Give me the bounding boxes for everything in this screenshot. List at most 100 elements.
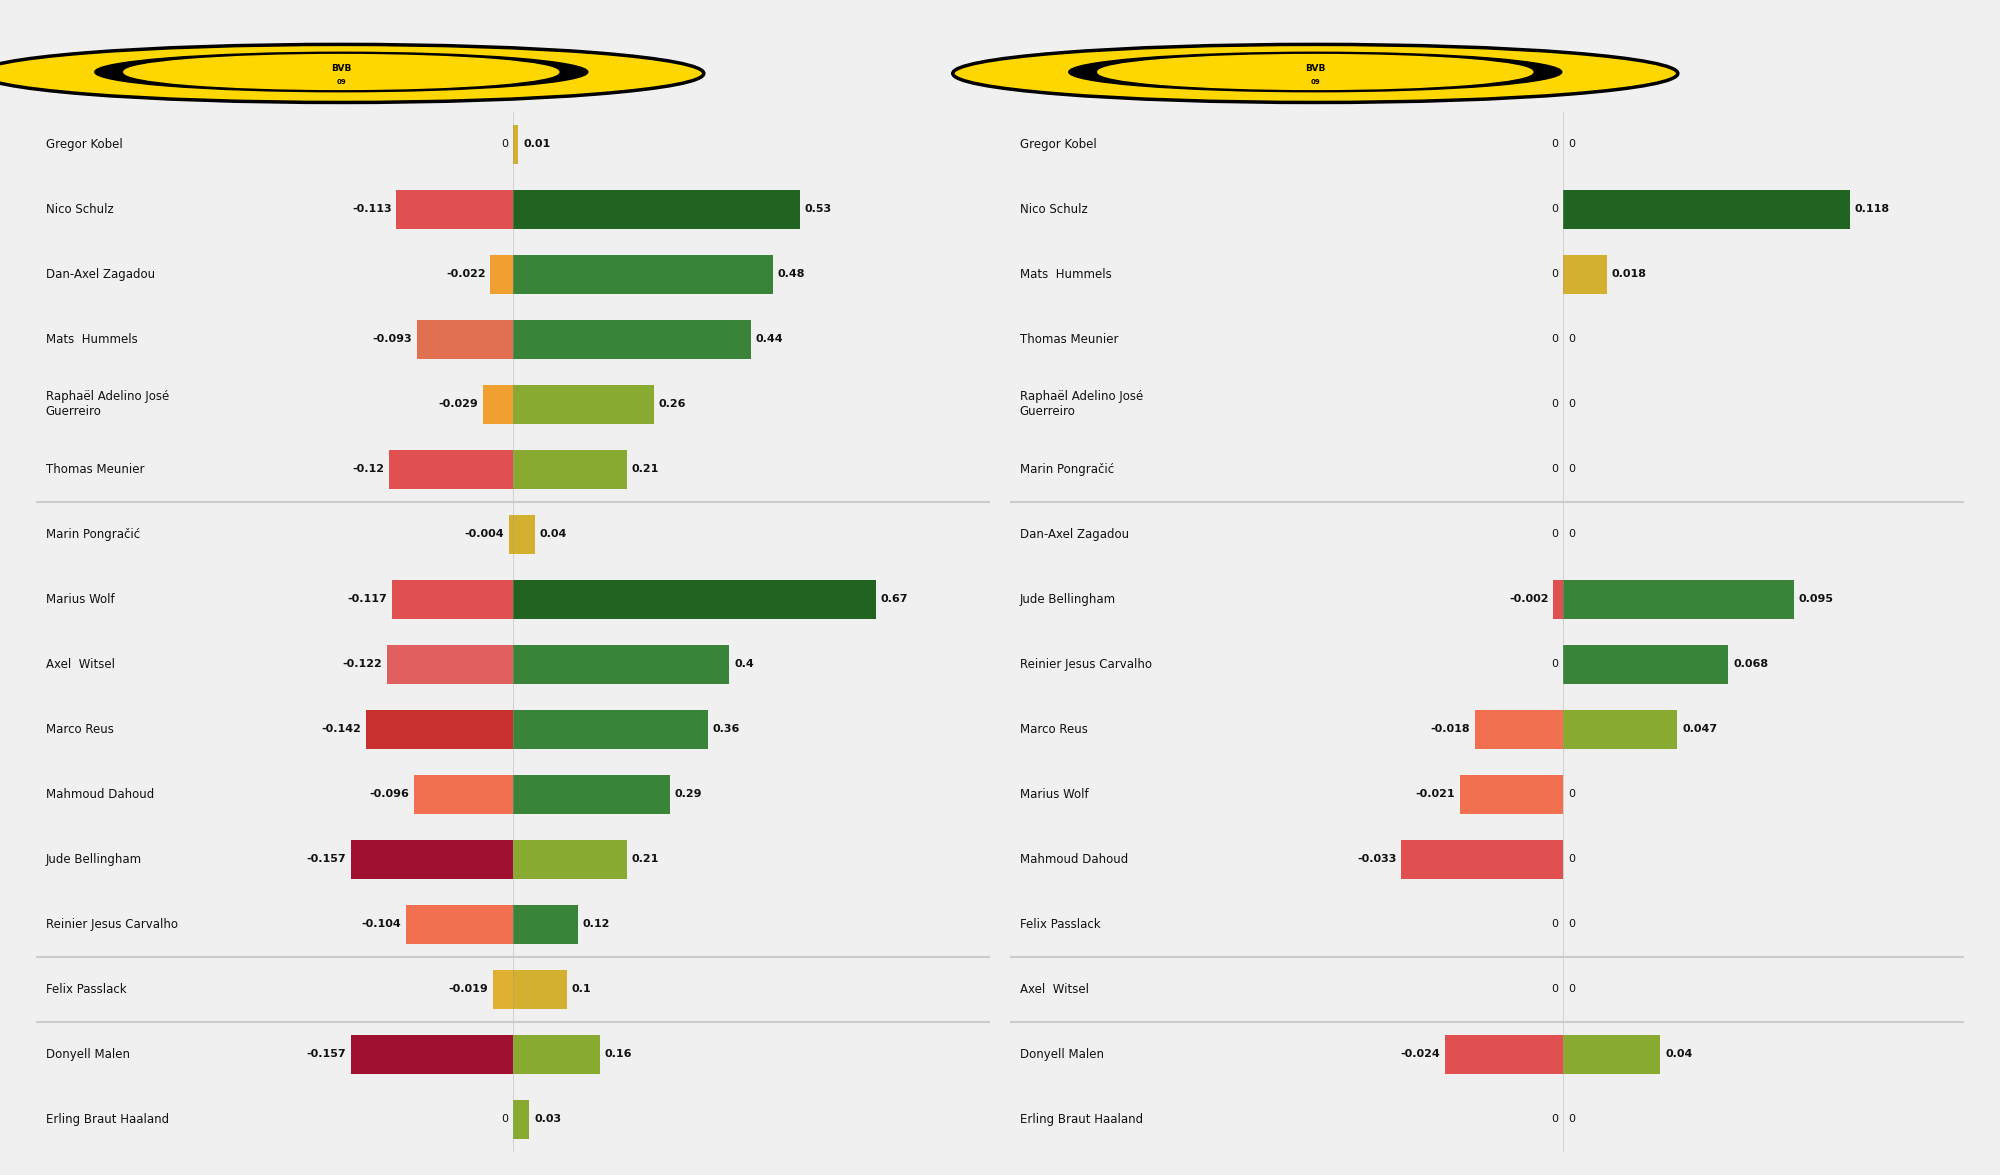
- Bar: [406, 905, 512, 944]
- Bar: [392, 579, 512, 618]
- Text: 09: 09: [1310, 79, 1320, 85]
- Text: BVB: BVB: [332, 63, 352, 73]
- Text: -0.096: -0.096: [370, 790, 410, 799]
- Text: 0.095: 0.095: [1798, 595, 1834, 604]
- Text: Gregor Kobel: Gregor Kobel: [46, 137, 122, 150]
- Text: BVB: BVB: [1306, 63, 1326, 73]
- Text: Mats  Hummels: Mats Hummels: [46, 333, 138, 345]
- Text: 0: 0: [1568, 1114, 1576, 1124]
- Bar: [512, 710, 708, 748]
- Text: 0: 0: [502, 139, 508, 149]
- Bar: [1564, 189, 1850, 229]
- Bar: [350, 839, 512, 879]
- Text: 0: 0: [1568, 334, 1576, 344]
- Bar: [512, 1034, 600, 1074]
- Circle shape: [0, 45, 704, 102]
- Text: 0.44: 0.44: [756, 334, 784, 344]
- Bar: [1474, 710, 1564, 748]
- Text: -0.024: -0.024: [1400, 1049, 1440, 1059]
- Bar: [1564, 645, 1728, 684]
- Text: 0: 0: [1552, 983, 1558, 994]
- Text: 0.29: 0.29: [674, 790, 702, 799]
- Bar: [1564, 1034, 1660, 1074]
- Text: 0.21: 0.21: [632, 464, 658, 474]
- Bar: [512, 320, 752, 358]
- Text: Dan-Axel Zagadou: Dan-Axel Zagadou: [46, 268, 154, 281]
- Text: -0.019: -0.019: [448, 983, 488, 994]
- Text: 0.118: 0.118: [1854, 204, 1890, 214]
- Text: 0: 0: [1552, 139, 1558, 149]
- Bar: [512, 774, 670, 813]
- Text: 0: 0: [1568, 983, 1576, 994]
- Text: -0.122: -0.122: [342, 659, 382, 669]
- Text: -0.022: -0.022: [446, 269, 486, 280]
- Text: Felix Passlack: Felix Passlack: [46, 982, 126, 995]
- Text: Raphaël Adelino José
Guerreiro: Raphaël Adelino José Guerreiro: [1020, 390, 1142, 418]
- Text: 0.36: 0.36: [712, 724, 740, 734]
- Text: 0: 0: [1568, 139, 1576, 149]
- Circle shape: [952, 45, 1678, 102]
- Bar: [512, 255, 772, 294]
- Text: 0: 0: [1552, 400, 1558, 409]
- Text: Mats  Hummels: Mats Hummels: [1020, 268, 1112, 281]
- Text: 0.26: 0.26: [658, 400, 686, 409]
- Text: Erling Braut Haaland: Erling Braut Haaland: [1020, 1113, 1142, 1126]
- Text: -0.12: -0.12: [352, 464, 384, 474]
- Bar: [490, 255, 512, 294]
- Text: -0.004: -0.004: [464, 529, 504, 539]
- Bar: [512, 384, 654, 424]
- Text: Marius Wolf: Marius Wolf: [1020, 787, 1088, 800]
- Text: -0.033: -0.033: [1356, 854, 1396, 864]
- Text: Reinier Jesus Carvalho: Reinier Jesus Carvalho: [1020, 658, 1152, 671]
- Text: 0.53: 0.53: [804, 204, 832, 214]
- Text: Marin Pongračić: Marin Pongračić: [46, 528, 140, 540]
- Text: -0.002: -0.002: [1510, 595, 1548, 604]
- Text: 0: 0: [1552, 919, 1558, 929]
- Text: Donyell Malen: Donyell Malen: [46, 1047, 130, 1061]
- Bar: [512, 905, 578, 944]
- Bar: [512, 969, 568, 1008]
- Text: -0.142: -0.142: [322, 724, 362, 734]
- Bar: [1564, 579, 1794, 618]
- Circle shape: [94, 52, 588, 92]
- Bar: [1446, 1034, 1564, 1074]
- Text: 0: 0: [1552, 1114, 1558, 1124]
- Text: 0: 0: [1568, 529, 1576, 539]
- Text: 0: 0: [1552, 529, 1558, 539]
- Bar: [512, 839, 626, 879]
- Bar: [1402, 839, 1564, 879]
- Text: Nico Schulz: Nico Schulz: [1020, 202, 1088, 216]
- Text: Marco Reus: Marco Reus: [46, 723, 114, 736]
- Circle shape: [124, 54, 558, 89]
- Text: 0: 0: [1552, 464, 1558, 474]
- Bar: [1554, 579, 1564, 618]
- Bar: [512, 189, 800, 229]
- Text: 0.018: 0.018: [1612, 269, 1646, 280]
- Text: 0.068: 0.068: [1734, 659, 1768, 669]
- Text: 0.12: 0.12: [582, 919, 610, 929]
- Text: xT from Dribbles: xT from Dribbles: [1086, 63, 1296, 83]
- Bar: [1460, 774, 1564, 813]
- Bar: [508, 515, 512, 553]
- Circle shape: [1068, 52, 1562, 92]
- Bar: [390, 450, 512, 489]
- Text: Axel  Witsel: Axel Witsel: [46, 658, 114, 671]
- Text: Thomas Meunier: Thomas Meunier: [1020, 333, 1118, 345]
- Text: Marin Pongračić: Marin Pongračić: [1020, 463, 1114, 476]
- Bar: [350, 1034, 512, 1074]
- Text: -0.021: -0.021: [1416, 790, 1456, 799]
- Text: 0.047: 0.047: [1682, 724, 1718, 734]
- Text: Nico Schulz: Nico Schulz: [46, 202, 114, 216]
- Bar: [366, 710, 512, 748]
- Text: -0.029: -0.029: [438, 400, 478, 409]
- Text: 0.03: 0.03: [534, 1114, 562, 1124]
- Text: 0: 0: [1568, 400, 1576, 409]
- Text: Dan-Axel Zagadou: Dan-Axel Zagadou: [1020, 528, 1128, 540]
- Text: Marco Reus: Marco Reus: [1020, 723, 1088, 736]
- Text: 0.67: 0.67: [880, 595, 908, 604]
- Text: 0: 0: [502, 1114, 508, 1124]
- Bar: [414, 774, 512, 813]
- Text: -0.157: -0.157: [306, 854, 346, 864]
- Text: Jude Bellingham: Jude Bellingham: [46, 853, 142, 866]
- Bar: [1564, 710, 1678, 748]
